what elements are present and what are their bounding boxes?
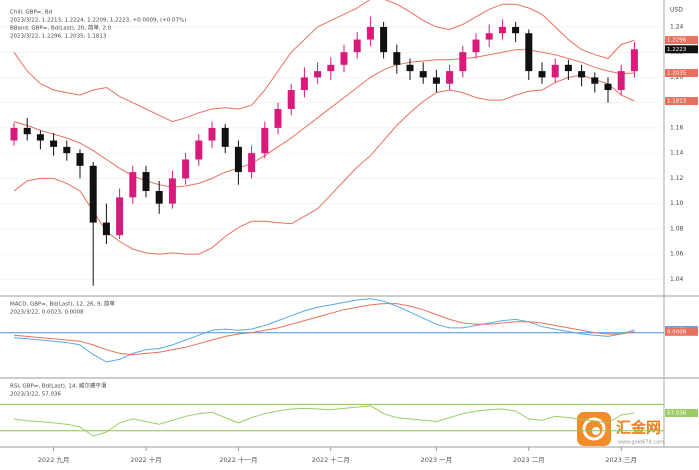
- panel-header: Chill, GBP=, Bd: [10, 10, 52, 16]
- candle-body: [261, 127, 269, 154]
- series-line: [13, 405, 635, 437]
- candle-body: [274, 108, 282, 128]
- value-tag-label: 1.1813: [667, 99, 687, 105]
- panel-header: 2023/3/22, 57.036: [10, 392, 61, 398]
- candle-body: [300, 77, 308, 91]
- panel-header: RSI, GBP=, Bd(Last), 14, 威尔德平滑: [10, 382, 107, 390]
- candle-body: [314, 71, 322, 78]
- candle-body: [353, 39, 361, 53]
- candle-body: [129, 172, 137, 198]
- x-tick-label: 2022 十月: [130, 455, 162, 464]
- panel-header: 2023/3/22, 1.2296, 1.2035, 1.1813: [10, 34, 107, 40]
- panel-header: 2023/3/22, 0.0023, 0.0008: [10, 310, 84, 316]
- candle-body: [10, 127, 18, 141]
- candle-body: [195, 140, 203, 160]
- candle-body: [578, 71, 586, 78]
- value-tag-label: 0.0008: [667, 329, 687, 335]
- candle-body: [472, 39, 480, 53]
- value-tag-label: 1.2296: [667, 38, 687, 44]
- candle-body: [76, 153, 84, 166]
- value-tag: [665, 97, 698, 106]
- candle-body: [591, 77, 599, 84]
- candle-body: [525, 33, 533, 72]
- series-line: [13, 0, 635, 123]
- candle-body: [340, 52, 348, 65]
- candle-body: [630, 49, 638, 72]
- candle-body: [538, 71, 546, 78]
- series-line: [13, 303, 635, 356]
- candle-body: [406, 64, 414, 72]
- candle-body: [432, 77, 440, 84]
- candle-body: [485, 33, 493, 40]
- candle-body: [234, 146, 242, 173]
- candle-body: [380, 26, 388, 53]
- x-tick-label: 2022 十一月: [219, 455, 257, 464]
- candle-body: [168, 178, 176, 204]
- candle-body: [393, 52, 401, 65]
- value-tag-label: 57.036: [667, 410, 687, 416]
- candle-body: [446, 71, 454, 84]
- x-tick-label: 2023 一月: [421, 456, 453, 464]
- y-tick-label: 1.04: [670, 276, 684, 283]
- x-tick-label: 2023 二月: [513, 456, 545, 464]
- candle-body: [564, 64, 572, 72]
- candle-body: [36, 134, 44, 141]
- candle-body: [63, 146, 71, 154]
- candle-body: [617, 71, 625, 91]
- series-line: [13, 298, 635, 363]
- candle-body: [182, 159, 190, 179]
- currency-label: USD: [670, 7, 683, 14]
- value-tag-label: 1.2223: [667, 47, 687, 53]
- candle-body: [498, 26, 506, 34]
- y-tick-label: 1.24: [670, 23, 684, 30]
- watermark-name: 汇金网: [616, 419, 661, 437]
- watermark: 汇金网 www.gold678.com: [577, 412, 664, 446]
- y-tick-label: 1.08: [670, 225, 684, 232]
- value-tag: [665, 327, 698, 336]
- x-tick-label: 2022 十二月: [312, 455, 350, 464]
- y-tick-label: 1.10: [670, 200, 684, 207]
- candle-body: [116, 197, 124, 236]
- candle-body: [551, 64, 559, 78]
- panel-header: 2023/3/22, 1.2213, 1.2224, 1.2209, 1.222…: [10, 18, 186, 24]
- candle-body: [208, 127, 216, 141]
- x-tick-label: 2022 九月: [38, 455, 70, 464]
- candle-body: [89, 165, 97, 223]
- candle-body: [327, 64, 335, 72]
- series-line: [13, 74, 635, 255]
- x-tick-label: 2023 三月: [605, 456, 637, 464]
- value-tag: [665, 45, 698, 54]
- panel-header: BBand, GBP=, Bd(Last), 20, 简单, 2.0: [10, 24, 112, 32]
- y-tick-label: 1.12: [670, 175, 684, 182]
- value-tag: [665, 69, 698, 78]
- candle-body: [604, 83, 612, 91]
- candle-body: [459, 52, 467, 72]
- candle-body: [142, 172, 150, 192]
- y-tick-label: 1.20: [670, 74, 684, 81]
- y-tick-label: 1.14: [670, 150, 684, 157]
- candle-body: [221, 127, 229, 147]
- y-tick-label: 1.06: [670, 251, 684, 258]
- candle-body: [248, 153, 256, 173]
- candle-body: [419, 71, 427, 78]
- panel-header: MACD, GBP=, Bd(Last), 12, 26, 9, 简单: [10, 300, 115, 308]
- candle-body: [512, 26, 520, 34]
- watermark-url: www.gold678.com: [618, 440, 664, 446]
- value-tag: [665, 408, 698, 417]
- value-tag-label: 1.2035: [667, 71, 687, 77]
- y-tick-label: 1.16: [670, 124, 684, 131]
- candle-body: [102, 222, 110, 236]
- watermark-icon: [582, 417, 606, 441]
- candle-body: [50, 140, 58, 147]
- candle-body: [366, 26, 374, 40]
- candle-body: [155, 191, 163, 204]
- candle-body: [287, 90, 295, 109]
- value-tag: [665, 36, 698, 45]
- candle-body: [23, 127, 31, 135]
